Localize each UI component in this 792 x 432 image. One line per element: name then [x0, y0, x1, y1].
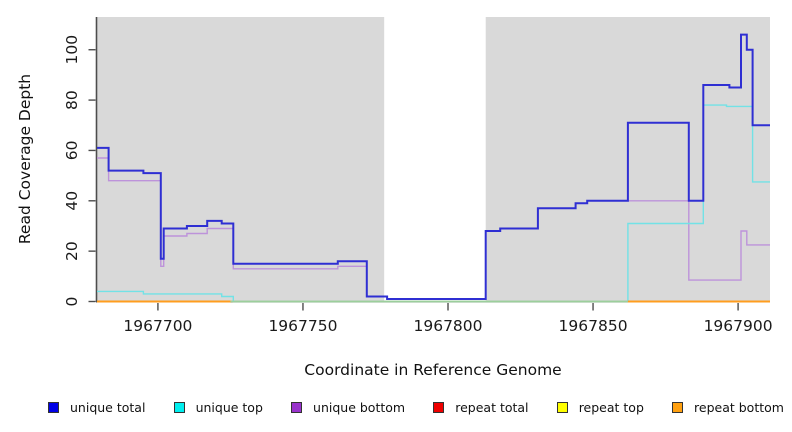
masked-region	[384, 17, 486, 302]
legend-swatch-icon	[291, 402, 303, 413]
legend-item-repeat-top: repeat top	[556, 400, 644, 415]
series-unique-top	[97, 104, 770, 303]
svg-text:1967800: 1967800	[413, 317, 482, 335]
series-unique-total	[97, 33, 770, 300]
svg-text:20: 20	[63, 241, 81, 261]
svg-text:60: 60	[63, 141, 81, 161]
legend-item-unique-total: unique total	[48, 400, 145, 415]
svg-text:0: 0	[63, 297, 81, 307]
y-axis-ticks: 0 20 40 60 80 100	[63, 35, 96, 307]
svg-text:1967850: 1967850	[559, 317, 628, 335]
svg-text:40: 40	[63, 191, 81, 211]
legend-label: repeat bottom	[694, 400, 784, 415]
legend-label: unique bottom	[313, 400, 406, 415]
legend-swatch-icon	[48, 402, 59, 413]
x-axis-title: Coordinate in Reference Genome	[304, 361, 562, 379]
legend-swatch-icon	[173, 402, 185, 413]
legend-item-repeat-bottom: repeat bottom	[672, 400, 784, 415]
legend-swatch-icon	[672, 402, 684, 413]
svg-text:1967900: 1967900	[704, 317, 773, 335]
svg-text:1967750: 1967750	[268, 317, 337, 335]
legend-label: repeat top	[578, 400, 644, 415]
legend-item-repeat-total: repeat total	[433, 400, 529, 415]
svg-text:80: 80	[63, 90, 81, 110]
svg-text:100: 100	[63, 35, 81, 65]
legend-label: unique total	[70, 400, 146, 415]
coverage-plot: 1967700 1967750 1967800 1967850 1967900 0 20 40…	[63, 17, 773, 335]
legend-label: repeat total	[455, 400, 529, 415]
legend-item-unique-bottom: unique bottom	[291, 400, 405, 415]
legend: unique total unique top unique bottom repea…	[48, 400, 784, 415]
legend-label: unique top	[195, 400, 263, 415]
legend-swatch-icon	[556, 402, 568, 413]
y-axis-title: Read Coverage Depth	[16, 73, 34, 245]
legend-item-unique-top: unique top	[173, 400, 263, 415]
legend-swatch-icon	[433, 402, 445, 413]
x-axis-ticks: 1967700 1967750 1967800 1967850 1967900	[123, 303, 773, 335]
svg-text:1967700: 1967700	[123, 317, 192, 335]
